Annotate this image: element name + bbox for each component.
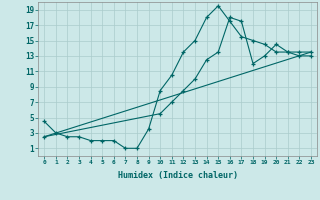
X-axis label: Humidex (Indice chaleur): Humidex (Indice chaleur) <box>118 171 238 180</box>
